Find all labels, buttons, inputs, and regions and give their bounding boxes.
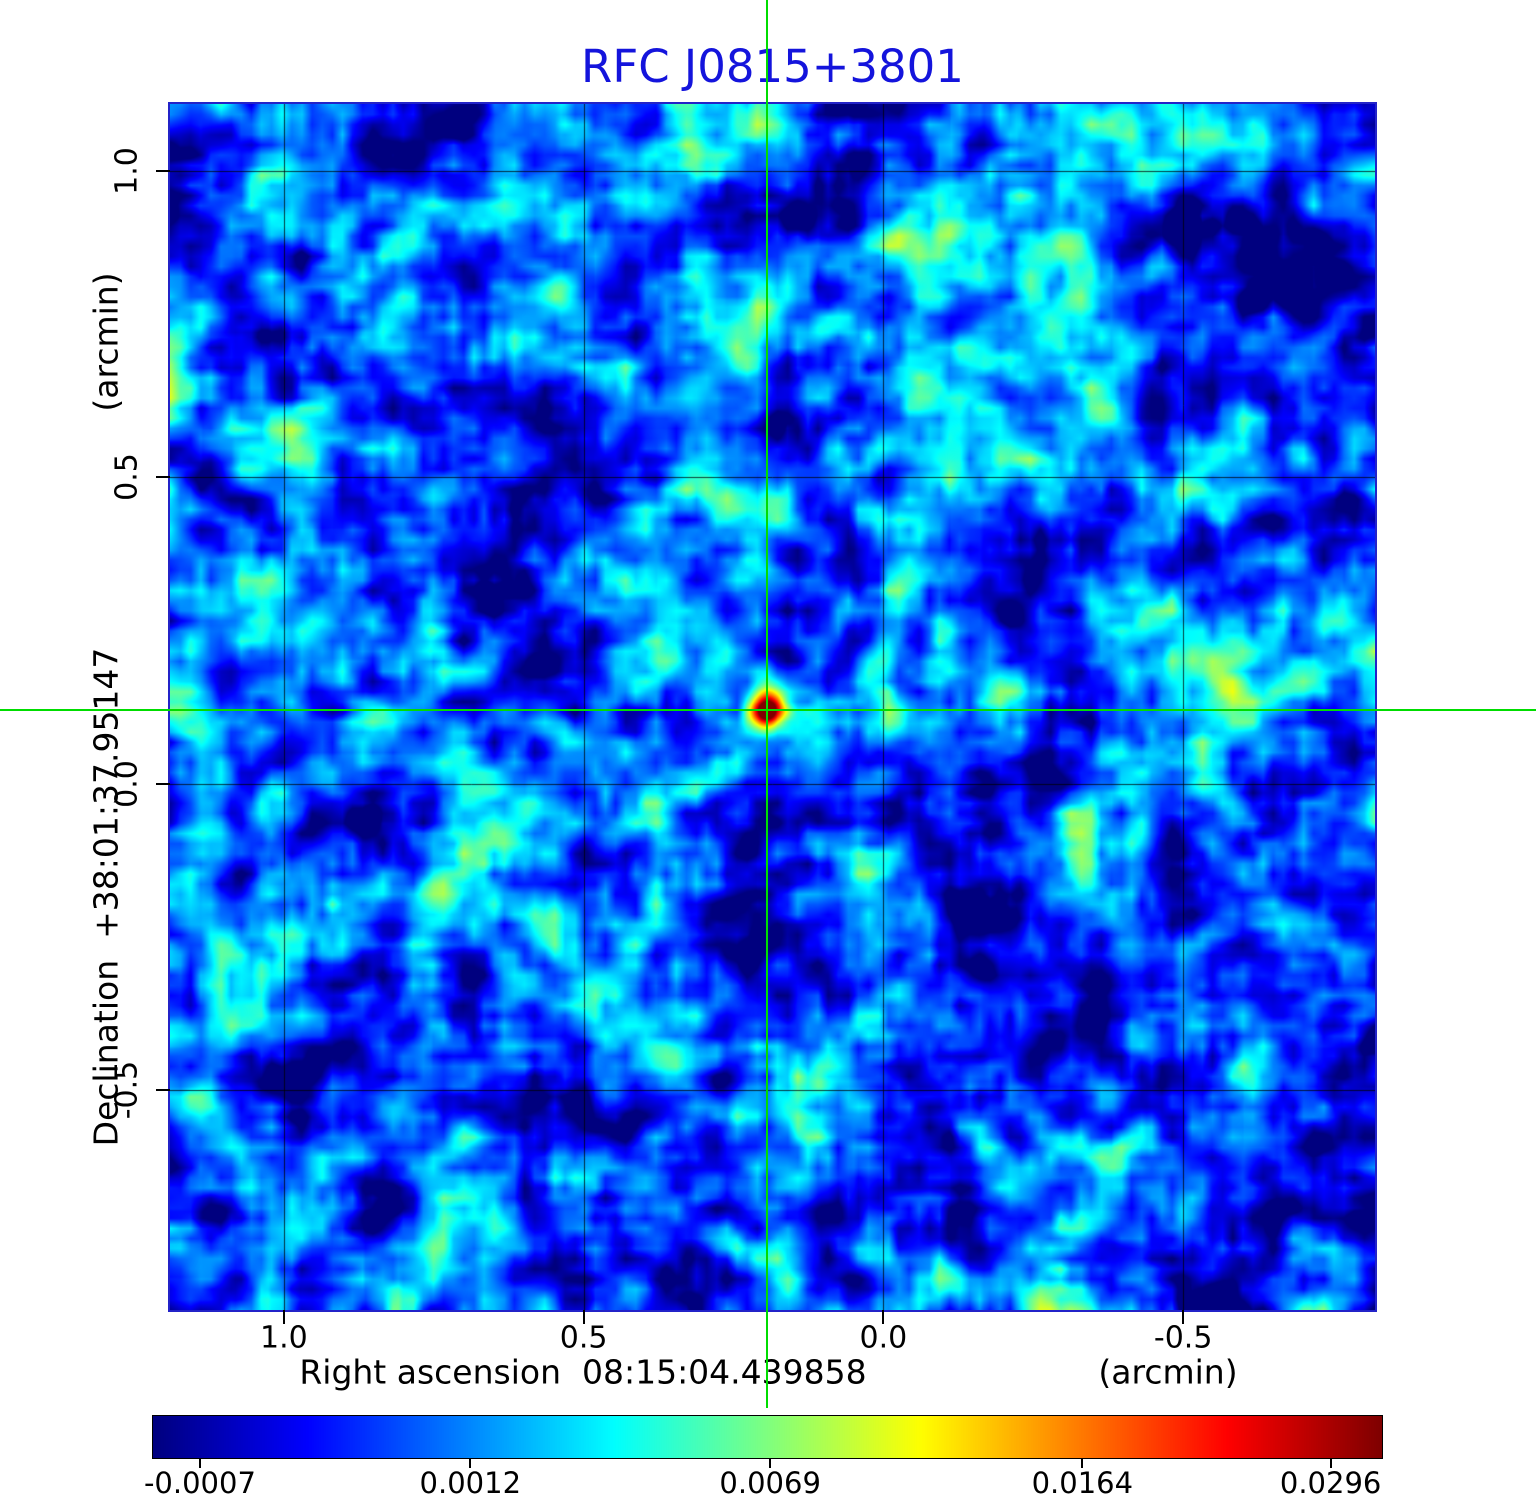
crosshair-vertical-line bbox=[765, 0, 768, 1408]
y-tick-label: 0.0 bbox=[109, 759, 145, 808]
y-tick-label: -0.5 bbox=[109, 1060, 145, 1119]
x-tick-label: 0.5 bbox=[559, 1320, 608, 1356]
x-axis-unit-label: (arcmin) bbox=[1098, 1352, 1238, 1392]
colorbar-tick-mark bbox=[198, 1459, 201, 1468]
crosshair-horizontal-line bbox=[0, 709, 1536, 712]
y-tick-mark bbox=[156, 476, 170, 479]
figure-title: RFC J0815+3801 bbox=[581, 40, 964, 93]
y-tick-mark bbox=[156, 1088, 170, 1091]
y-tick-mark bbox=[156, 170, 170, 173]
colorbar-tick-mark bbox=[469, 1459, 472, 1468]
x-tick-label: 0.0 bbox=[859, 1320, 908, 1356]
y-tick-label: 1.0 bbox=[109, 147, 145, 196]
x-axis-title: Right ascension 08:15:04.439858 bbox=[299, 1352, 867, 1392]
colorbar-tick-label: 0.0296 bbox=[1279, 1466, 1382, 1500]
y-axis-unit-label: (arcmin) bbox=[86, 272, 126, 412]
y-tick-label: 0.5 bbox=[109, 453, 145, 502]
colorbar-tick-label: 0.0069 bbox=[719, 1466, 821, 1500]
x-tick-mark bbox=[882, 1310, 885, 1324]
x-tick-mark bbox=[1182, 1310, 1185, 1324]
colorbar-tick-label: 0.0164 bbox=[1031, 1466, 1134, 1500]
colorbar-tick-mark bbox=[769, 1459, 772, 1468]
colorbar bbox=[152, 1415, 1383, 1459]
y-tick-mark bbox=[156, 782, 170, 785]
colorbar-tick-mark bbox=[1329, 1459, 1332, 1468]
colorbar-tick-mark bbox=[1081, 1459, 1084, 1468]
colorbar-tick-label: 0.0012 bbox=[419, 1466, 522, 1500]
x-tick-label: -0.5 bbox=[1153, 1320, 1213, 1356]
x-tick-mark bbox=[582, 1310, 585, 1324]
colorbar-tick-label: -0.0007 bbox=[143, 1466, 256, 1500]
x-tick-label: 1.0 bbox=[260, 1320, 308, 1356]
sky-map-canvas bbox=[170, 104, 1375, 1310]
sky-map bbox=[168, 102, 1377, 1312]
colorbar-canvas bbox=[153, 1416, 1382, 1458]
x-tick-mark bbox=[282, 1310, 285, 1324]
